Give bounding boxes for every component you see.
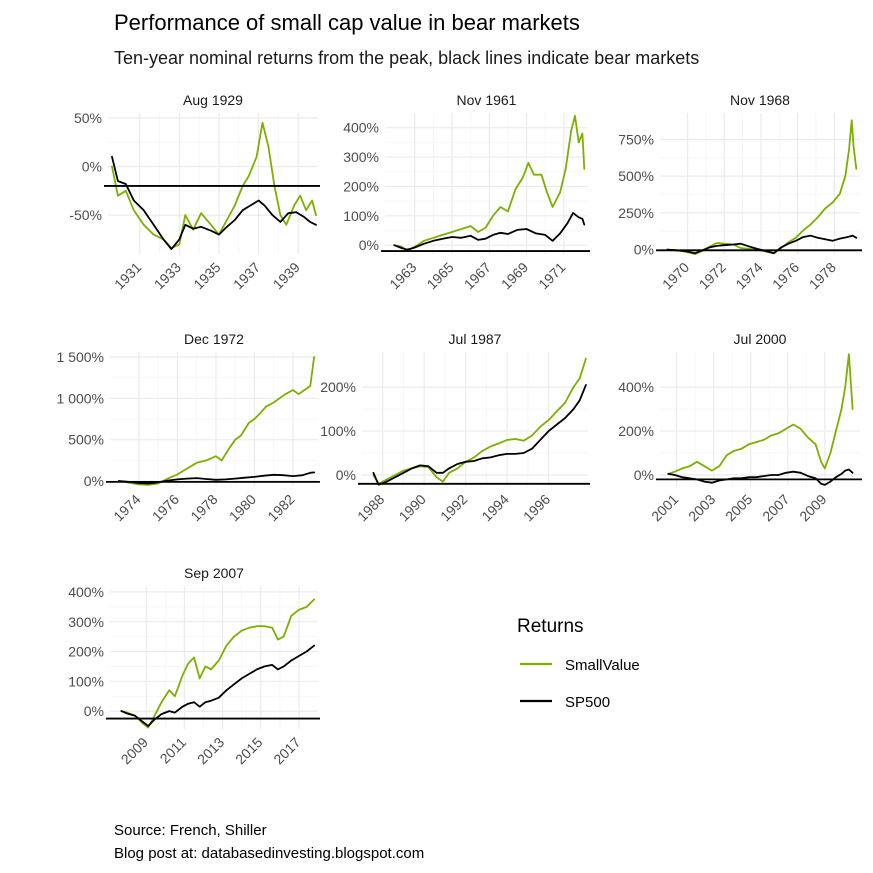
x-tick-label: 1933 xyxy=(151,259,184,292)
x-tick-label: 1970 xyxy=(659,259,692,292)
y-tick-label: 0% xyxy=(84,703,104,719)
y-tick-label: 200% xyxy=(68,644,104,660)
caption-blog: Blog post at: databasedinvesting.blogspo… xyxy=(114,845,424,862)
series-line-smallvalue xyxy=(666,119,858,255)
x-tick-label: 1939 xyxy=(270,259,303,292)
x-tick-label: 2003 xyxy=(685,491,718,524)
x-tick-label: 2009 xyxy=(118,734,151,767)
y-tick-label: 0% xyxy=(84,473,104,489)
y-tick-label: 1 000% xyxy=(57,390,104,406)
facet-title: Aug 1929 xyxy=(183,92,243,108)
x-tick-label: 2017 xyxy=(270,734,303,767)
x-tick-label: 2007 xyxy=(759,491,792,524)
x-tick-label: 1967 xyxy=(461,259,494,292)
y-tick-label: 750% xyxy=(618,131,654,147)
x-tick-label: 1931 xyxy=(111,259,144,292)
x-tick-label: 1988 xyxy=(354,491,387,524)
x-tick-label: 1978 xyxy=(187,491,220,524)
x-tick-label: 1937 xyxy=(230,259,263,292)
facet-panels: Aug 1929 50% 0% -50% 1931 1933 1935 1937 1939 Nov… xyxy=(57,92,862,767)
y-tick-label: 400% xyxy=(618,379,654,395)
series-line-smallvalue xyxy=(120,598,316,729)
x-tick-label: 1992 xyxy=(437,491,470,524)
y-tick-label: 500% xyxy=(68,432,104,448)
facet-panel: Nov 1968 750% 500% 250% 0% 1970 1972 1974 1976 19… xyxy=(618,92,862,292)
y-tick-label: 0% xyxy=(82,158,102,174)
x-tick-label: 1990 xyxy=(396,491,429,524)
series-line-smallvalue xyxy=(111,121,317,250)
y-tick-label: 200% xyxy=(320,379,356,395)
x-tick-label: 1976 xyxy=(149,491,182,524)
x-tick-label: 1972 xyxy=(696,259,729,292)
series-line-sp500 xyxy=(120,644,316,727)
series-line-smallvalue xyxy=(393,115,586,252)
legend-label-smallvalue: SmallValue xyxy=(565,657,640,674)
x-tick-label: 1974 xyxy=(110,491,143,524)
facet-title: Jul 1987 xyxy=(449,331,502,347)
legend-label-sp500: SP500 xyxy=(565,694,610,711)
x-tick-label: 1971 xyxy=(535,259,568,292)
y-tick-label: 0% xyxy=(359,237,379,253)
series-line-sp500 xyxy=(393,212,586,251)
y-tick-label: 0% xyxy=(634,467,654,483)
y-tick-label: 100% xyxy=(320,423,356,439)
x-tick-label: 2001 xyxy=(648,491,681,524)
facet-title: Nov 1968 xyxy=(730,92,790,108)
facet-title: Dec 1972 xyxy=(184,331,244,347)
y-tick-label: 300% xyxy=(68,614,104,630)
x-tick-label: 1978 xyxy=(806,259,839,292)
x-tick-label: 2011 xyxy=(157,734,190,767)
series-line-sp500 xyxy=(117,471,315,485)
series-line-sp500 xyxy=(372,384,587,486)
chart-subtitle: Ten-year nominal returns from the peak, … xyxy=(114,48,699,68)
y-tick-label: 400% xyxy=(343,120,379,136)
facet-panel: Jul 1987 200% 100% 0% 1988 1990 1992 1994 1996 xyxy=(320,331,590,524)
y-tick-label: 250% xyxy=(618,205,654,221)
y-tick-label: 100% xyxy=(343,208,379,224)
x-tick-label: 1982 xyxy=(264,491,297,524)
y-tick-label: 50% xyxy=(74,110,102,126)
y-tick-label: 200% xyxy=(343,178,379,194)
x-tick-label: 2005 xyxy=(722,491,755,524)
facet-panel: Jul 2000 400% 200% 0% 2001 2003 2005 2007 2009 xyxy=(618,331,862,524)
x-tick-label: 1935 xyxy=(190,259,223,292)
chart-title: Performance of small cap value in bear m… xyxy=(114,10,580,35)
x-tick-label: 1963 xyxy=(386,259,419,292)
y-tick-label: 0% xyxy=(336,467,356,483)
facet-title: Sep 2007 xyxy=(184,565,244,581)
x-tick-label: 1969 xyxy=(498,259,531,292)
legend-title: Returns xyxy=(517,616,584,637)
y-tick-label: -50% xyxy=(69,207,102,223)
x-tick-label: 1976 xyxy=(769,259,802,292)
facet-title: Jul 2000 xyxy=(734,331,787,347)
y-tick-label: 500% xyxy=(618,168,654,184)
x-tick-label: 1994 xyxy=(479,491,512,524)
x-tick-label: 2013 xyxy=(194,734,227,767)
x-tick-label: 1980 xyxy=(226,491,259,524)
y-tick-label: 400% xyxy=(68,584,104,600)
x-tick-label: 2009 xyxy=(796,491,829,524)
x-tick-label: 1965 xyxy=(423,259,456,292)
facet-panel: Aug 1929 50% 0% -50% 1931 1933 1935 1937 1939 xyxy=(69,92,320,292)
legend: Returns SmallValue SP500 xyxy=(517,616,640,711)
y-tick-label: 1 500% xyxy=(57,349,104,365)
x-tick-label: 2015 xyxy=(232,734,265,767)
series-line-smallvalue xyxy=(372,357,587,485)
x-tick-label: 1974 xyxy=(732,259,765,292)
x-tick-label: 1996 xyxy=(520,491,553,524)
y-tick-label: 0% xyxy=(634,242,654,258)
facet-title: Nov 1961 xyxy=(457,92,517,108)
caption-source: Source: French, Shiller xyxy=(114,822,267,839)
series-line-sp500 xyxy=(111,155,317,250)
y-tick-label: 200% xyxy=(618,423,654,439)
y-tick-label: 100% xyxy=(68,673,104,689)
series-line-smallvalue xyxy=(667,353,854,475)
y-tick-label: 300% xyxy=(343,149,379,165)
